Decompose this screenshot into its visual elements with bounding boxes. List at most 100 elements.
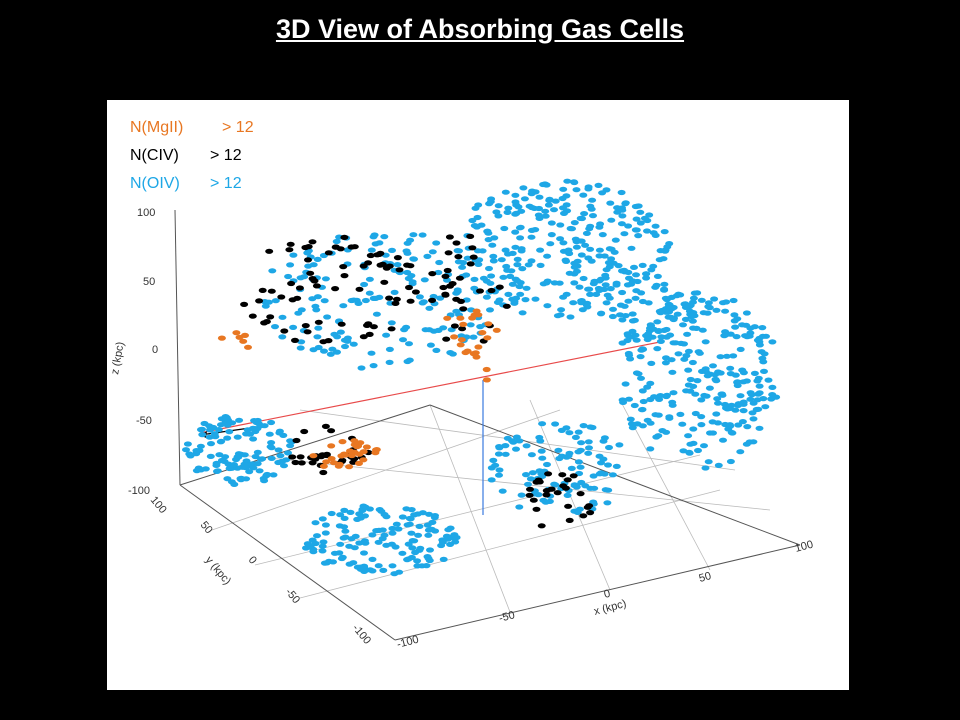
gas-cell <box>601 275 610 281</box>
gas-cell <box>419 299 428 305</box>
gas-cell <box>555 280 564 286</box>
gas-cell <box>313 256 322 262</box>
gas-cell <box>340 515 349 522</box>
gas-cell <box>517 492 526 498</box>
gas-cell <box>390 289 399 295</box>
gas-cell <box>553 490 562 496</box>
gas-cell <box>438 539 447 545</box>
gas-cell <box>614 263 623 269</box>
gas-cell <box>621 381 630 387</box>
gas-cell <box>601 487 610 493</box>
gas-cell <box>492 209 501 215</box>
gas-cell <box>436 295 445 301</box>
gas-cell <box>455 248 463 254</box>
gas-cell <box>717 391 726 397</box>
gas-cell <box>511 211 520 217</box>
gas-cell <box>495 284 504 290</box>
gas-cell <box>722 299 731 305</box>
gas-cell <box>643 336 652 343</box>
gas-cell <box>605 246 614 252</box>
gas-cell <box>363 322 371 328</box>
gas-cell <box>263 471 272 478</box>
gas-cell <box>630 264 638 270</box>
gas-cell <box>296 345 305 351</box>
gas-cell <box>387 320 396 326</box>
gas-cell <box>628 425 637 431</box>
gas-cell <box>676 411 685 417</box>
gas-cell <box>522 443 531 449</box>
gas-cell <box>600 253 609 259</box>
gas-cell <box>642 271 651 277</box>
gas-cell <box>494 213 503 219</box>
gas-cell <box>714 400 722 406</box>
gas-cell <box>515 438 524 444</box>
gas-cell <box>500 225 509 232</box>
gas-cell <box>520 196 529 202</box>
gas-cell <box>570 264 579 270</box>
gas-cell <box>291 337 299 343</box>
gas-cell <box>531 296 540 302</box>
gas-cell <box>632 227 641 233</box>
gas-cell <box>644 331 653 337</box>
gas-cell <box>586 424 595 430</box>
gas-cell <box>565 430 574 436</box>
gas-cell <box>378 261 387 267</box>
gas-cell <box>353 444 361 450</box>
gas-cell <box>453 287 462 293</box>
gas-cell <box>729 353 738 359</box>
gas-cell <box>576 464 585 470</box>
gas-cell <box>589 281 598 287</box>
gas-cell <box>669 340 678 346</box>
gas-cell <box>428 249 437 255</box>
gas-cell <box>694 349 703 355</box>
gas-cell <box>689 440 698 446</box>
gas-cell <box>569 300 578 306</box>
gas-cell <box>448 351 457 357</box>
gas-cell <box>482 366 491 373</box>
gas-cell <box>706 430 714 436</box>
gas-cell <box>515 283 524 290</box>
gas-cell <box>284 450 292 456</box>
gas-cell <box>267 440 276 446</box>
gas-cell <box>562 193 571 199</box>
gas-cell <box>722 353 731 359</box>
gas-cell <box>716 354 725 360</box>
gas-cell <box>304 257 312 263</box>
y-tick-label: -100 <box>350 622 373 647</box>
gas-cell <box>605 295 614 301</box>
gas-cell <box>600 471 609 477</box>
gas-cell <box>423 253 432 259</box>
gas-cell <box>584 286 593 292</box>
gas-cell <box>357 365 366 371</box>
gas-cell <box>458 264 467 270</box>
gas-cell <box>399 337 407 343</box>
gas-cell <box>345 464 354 470</box>
gas-cell <box>634 233 643 239</box>
gas-cell <box>623 331 632 337</box>
gas-cell <box>611 237 620 243</box>
gas-cell <box>688 318 697 324</box>
gas-cell <box>624 298 633 304</box>
gas-cell <box>320 560 329 566</box>
gas-cell <box>322 452 331 459</box>
x-axis-label: x (kpc) <box>593 598 628 618</box>
gas-cell <box>646 446 655 452</box>
gas-cell <box>311 303 320 309</box>
gas-cell <box>289 324 298 330</box>
gas-cell <box>631 295 640 301</box>
gas-cell <box>729 297 738 304</box>
legend-label: N(MgII) <box>130 119 183 136</box>
gas-cell <box>697 397 706 403</box>
gas-cells <box>182 178 781 577</box>
gas-cell <box>660 281 669 287</box>
gas-cell <box>274 447 283 453</box>
gas-cell <box>368 556 377 563</box>
gas-cell <box>266 314 275 320</box>
gas-cell <box>491 462 500 468</box>
gas-cell <box>665 415 674 421</box>
gas-cell <box>532 506 541 512</box>
gas-cell <box>612 280 621 286</box>
gas-cell <box>292 437 301 444</box>
gas-cell <box>485 201 494 207</box>
gas-cell <box>318 516 327 522</box>
